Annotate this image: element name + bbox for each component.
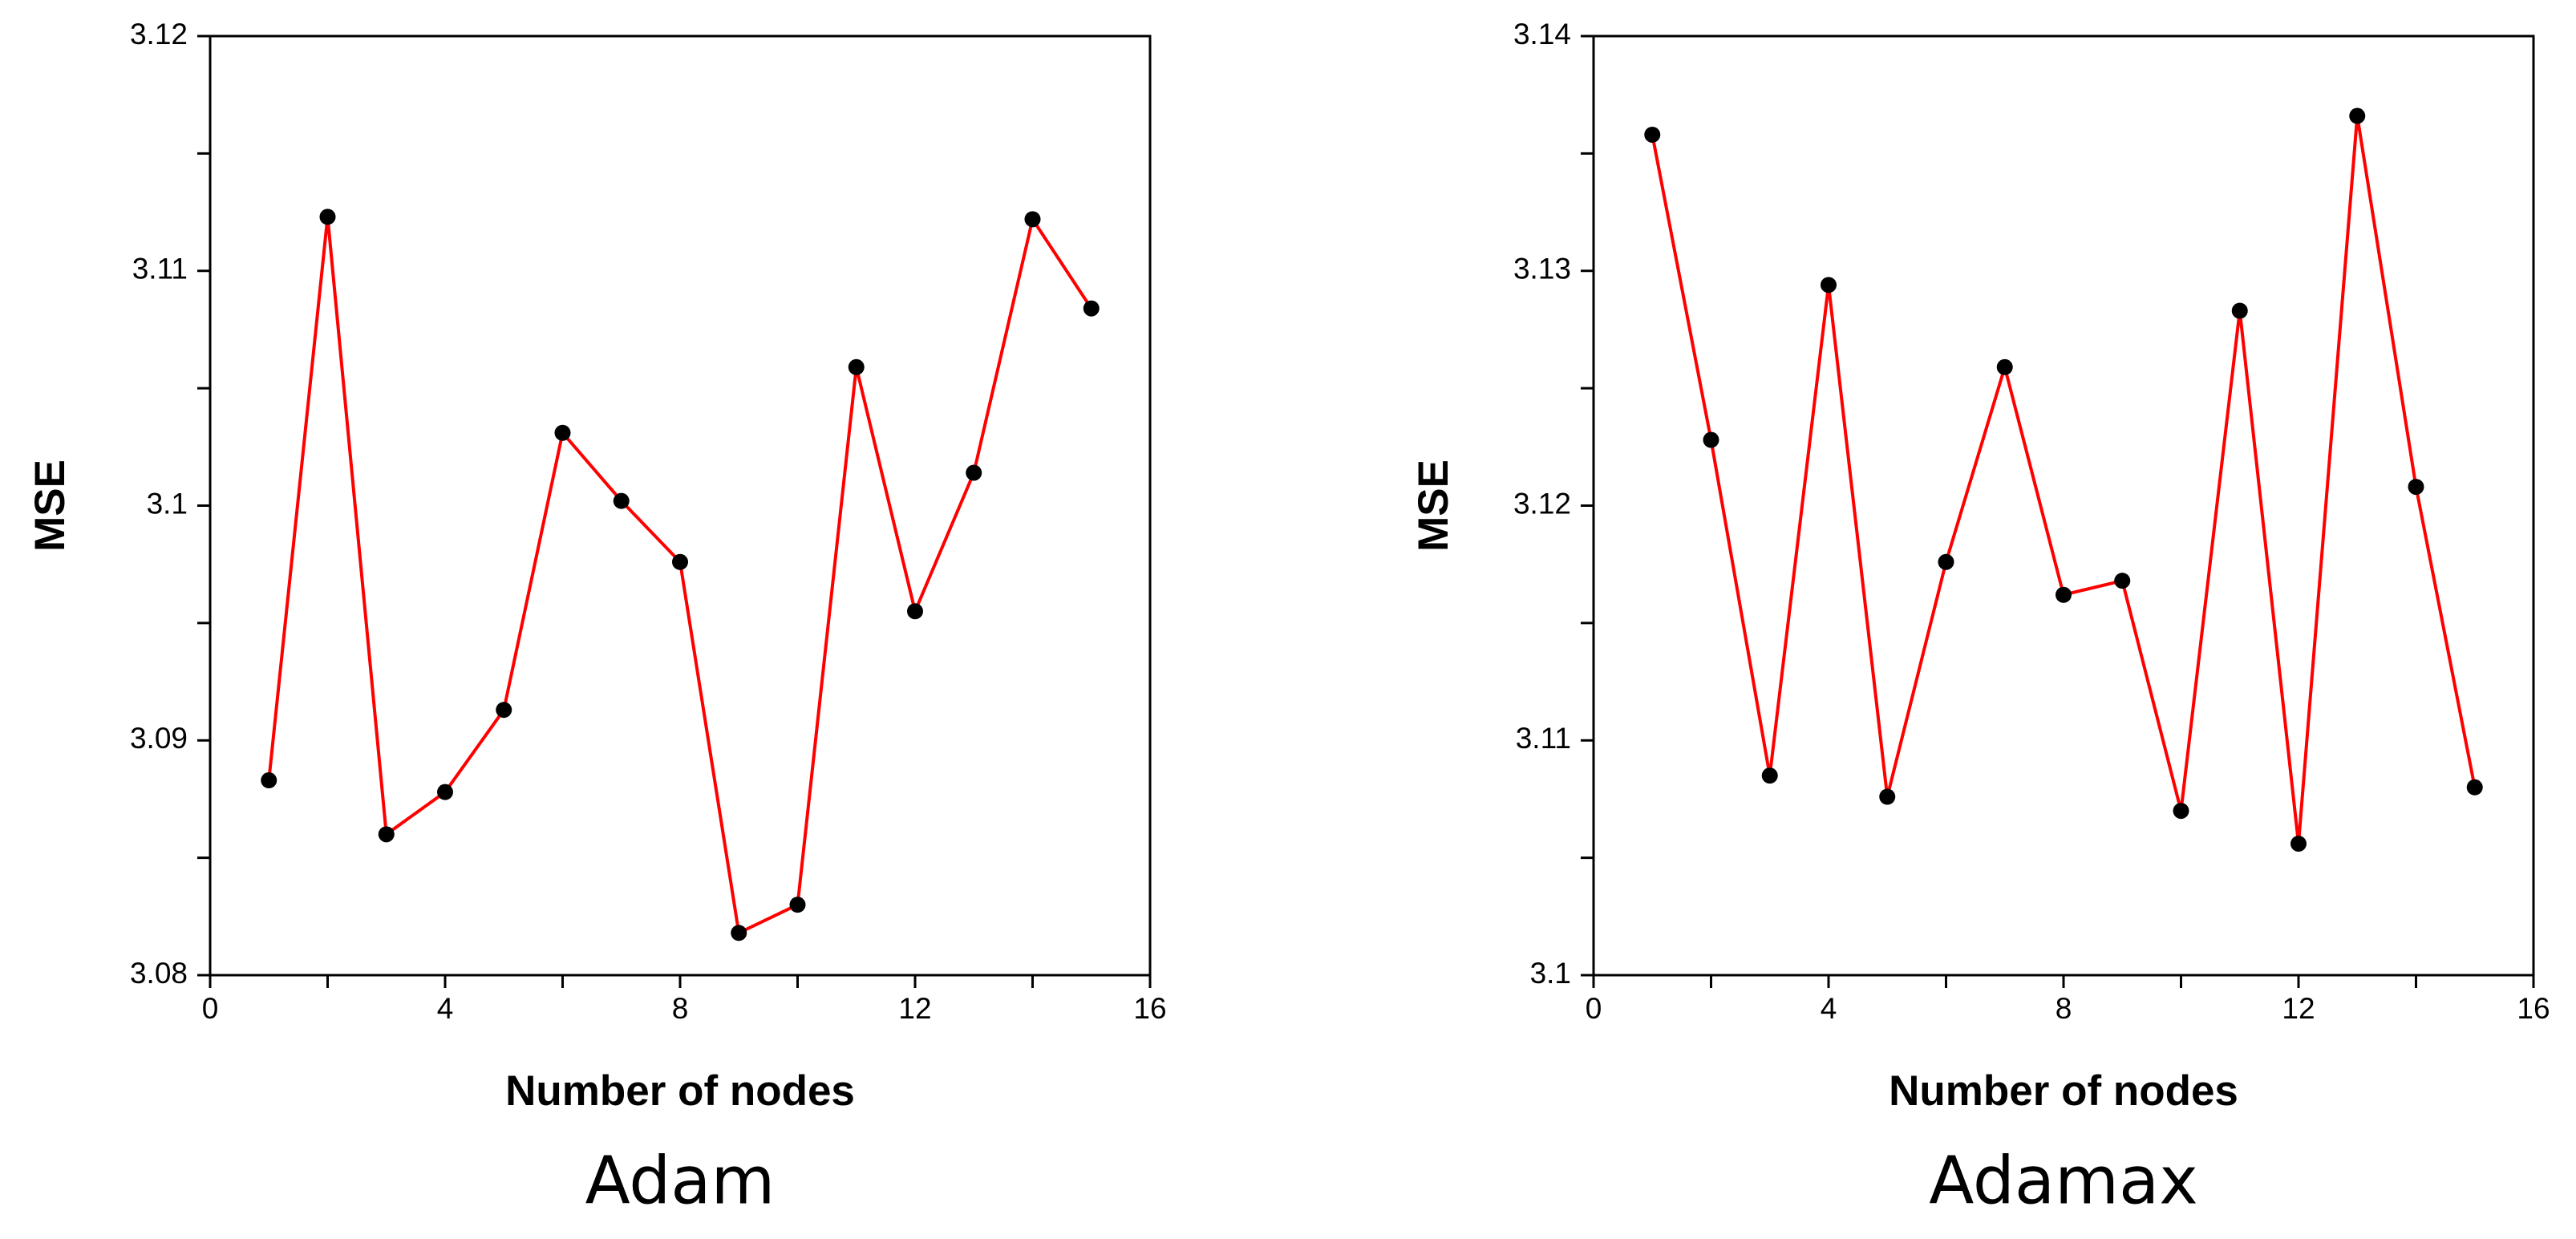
data-point (319, 209, 336, 225)
x-tick-label: 0 (1586, 992, 1602, 1025)
x-tick-label: 4 (437, 992, 454, 1025)
x-tick-label: 8 (2056, 992, 2072, 1025)
y-tick-label: 3.1 (147, 487, 188, 520)
data-point (2231, 302, 2248, 319)
chart-title: Adamax (1929, 1143, 2198, 1219)
data-point (2408, 479, 2424, 496)
data-point (789, 897, 806, 913)
data-point (1879, 788, 1896, 805)
data-point (2349, 107, 2366, 124)
plot-frame (209, 34, 1152, 977)
data-point (378, 826, 395, 843)
data-point (613, 492, 630, 509)
chart: 0 4 8 12 16 3.1 3.11 3.12 3.13 3.14 Number of node… (1410, 18, 2550, 1220)
x-tick-label: 12 (2282, 992, 2315, 1025)
data-point (848, 358, 865, 375)
y-tick-label: 3.1 (1530, 957, 1571, 990)
data-point (1761, 767, 1778, 784)
data-point (731, 925, 747, 941)
data-point (1083, 300, 1100, 317)
data-point (1821, 277, 1837, 294)
data-point (966, 464, 982, 481)
data-point (496, 702, 512, 719)
y-axis-label: MSE (1410, 460, 1457, 552)
data-point (437, 783, 453, 800)
chart-title: Adam (585, 1143, 776, 1219)
data-line (1651, 115, 2477, 844)
data-point (2173, 803, 2189, 820)
data-point (261, 772, 277, 789)
y-tick-label: 3.08 (130, 957, 188, 990)
y-tick-label: 3.09 (130, 722, 188, 755)
data-point (1938, 553, 1954, 570)
data-point (2466, 779, 2483, 796)
x-axis-label: Number of nodes (1889, 1067, 2238, 1115)
y-tick-label: 3.11 (132, 253, 188, 285)
data-point (2114, 573, 2131, 589)
x-tick-label: 4 (1821, 992, 1837, 1025)
y-tick-label: 3.14 (1513, 18, 1571, 51)
y-tick-label: 3.11 (1516, 722, 1571, 755)
data-point (1024, 211, 1041, 228)
x-tick-label: 16 (1133, 992, 1166, 1025)
x-axis-label: Number of nodes (505, 1067, 855, 1115)
plot-frame (1592, 34, 2535, 977)
x-tick-label: 0 (202, 992, 219, 1025)
data-line (267, 215, 1093, 936)
data-point (1703, 431, 1719, 448)
data-point (554, 424, 571, 441)
y-tick-label: 3.12 (1513, 487, 1571, 520)
x-tick-label: 16 (2517, 992, 2550, 1025)
data-point (2056, 586, 2072, 603)
x-tick-label: 8 (672, 992, 689, 1025)
data-point (907, 603, 923, 620)
data-point (2290, 836, 2307, 852)
data-point (1996, 358, 2013, 375)
data-point (1644, 126, 1661, 143)
x-tick-label: 12 (898, 992, 931, 1025)
data-point (672, 553, 688, 570)
y-axis-label: MSE (26, 460, 74, 552)
y-tick-label: 3.13 (1513, 253, 1571, 285)
chart: 0 4 8 12 16 3.08 3.09 3.1 3.11 3.12 Number of node… (26, 18, 1167, 1220)
y-tick-label: 3.12 (130, 18, 188, 51)
